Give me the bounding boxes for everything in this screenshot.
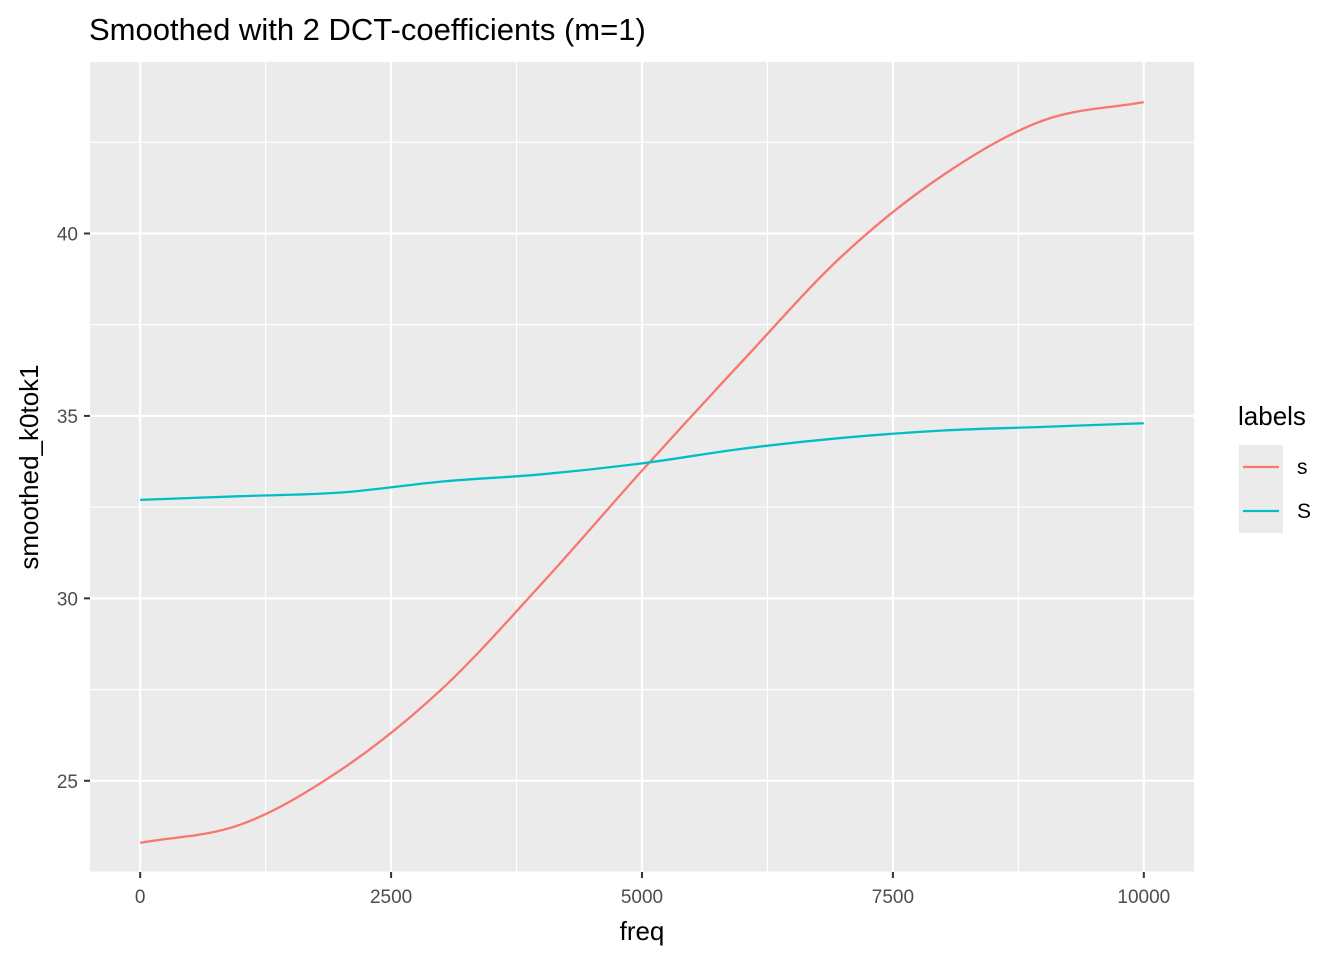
x-tick-label: 2500 — [370, 887, 412, 908]
legend-label-S: S — [1297, 500, 1311, 523]
y-tick-label: 25 — [57, 772, 78, 793]
x-tick-label: 10000 — [1117, 887, 1170, 908]
series-line-s — [139, 101, 1145, 844]
y-tick-label: 40 — [57, 224, 78, 245]
chart-title: Smoothed with 2 DCT-coefficients (m=1) — [89, 12, 646, 47]
grid-major — [90, 62, 1194, 872]
x-tick-label: 7500 — [872, 887, 914, 908]
series-line-S — [140, 422, 1144, 501]
legend-title: labels — [1238, 401, 1306, 431]
legend: labels sS — [1238, 401, 1311, 533]
x-axis: 0 2500 5000 7500 10000 — [135, 872, 1170, 908]
y-axis-title: smoothed_k0tok1 — [14, 364, 44, 569]
x-axis-title: freq — [620, 916, 665, 946]
x-tick-label: 0 — [135, 887, 146, 908]
y-tick-label: 30 — [57, 589, 78, 610]
series-layer — [139, 101, 1145, 844]
legend-label-s: s — [1297, 456, 1308, 479]
y-axis: 25 30 35 40 — [57, 224, 90, 793]
y-tick-label: 35 — [57, 407, 78, 428]
x-tick-label: 5000 — [621, 887, 663, 908]
